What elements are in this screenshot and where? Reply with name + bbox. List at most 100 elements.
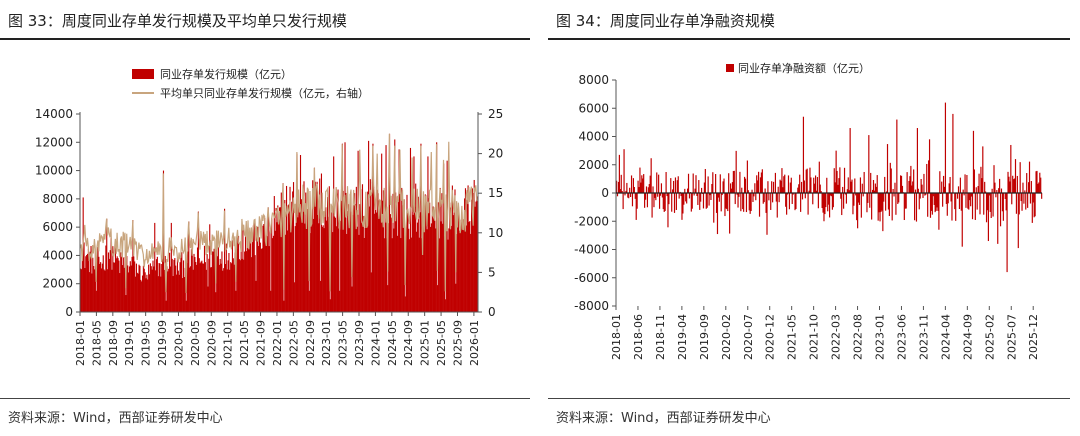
net-financing-bar — [661, 193, 663, 198]
issuance-bar — [83, 242, 85, 312]
issuance-bar — [320, 280, 322, 312]
issuance-bar — [280, 192, 282, 312]
issuance-bar — [378, 200, 380, 312]
issuance-bar — [177, 270, 179, 312]
issuance-bar — [285, 234, 287, 312]
issuance-bar — [188, 221, 190, 312]
net-financing-bars — [616, 102, 1043, 273]
x-tick-label: 2020-09 — [205, 320, 218, 366]
issuance-bar — [258, 245, 260, 312]
issuance-bar — [391, 238, 393, 312]
issuance-bar — [270, 290, 272, 312]
issuance-bar — [356, 226, 358, 312]
issuance-bar — [245, 251, 247, 312]
net-financing-bar — [1027, 182, 1030, 193]
issuance-bar — [86, 254, 88, 312]
issuance-bar — [190, 249, 192, 312]
net-financing-bar — [1031, 193, 1033, 223]
issuance-bar — [257, 226, 259, 312]
issuance-bar — [473, 179, 475, 312]
net-financing-bar — [656, 172, 658, 193]
x-tick-label: 2019-05 — [140, 320, 153, 366]
issuance-bar — [472, 193, 474, 312]
issuance-bar — [285, 185, 288, 312]
issuance-bar — [459, 229, 461, 312]
net-financing-bar — [927, 193, 929, 217]
net-financing-bar — [833, 168, 835, 193]
issuance-bar — [84, 267, 86, 312]
issuance-bar — [399, 193, 401, 312]
issuance-bar — [156, 256, 158, 312]
issuance-bar — [134, 276, 137, 312]
net-financing-bar — [856, 193, 858, 221]
net-financing-bar — [683, 193, 685, 205]
net-financing-bar — [668, 193, 670, 205]
net-financing-bar — [972, 130, 975, 193]
net-financing-bar — [712, 172, 714, 193]
issuance-bar — [446, 160, 448, 312]
issuance-bar — [409, 239, 411, 312]
issuance-bar — [219, 258, 221, 312]
net-financing-bar — [924, 193, 926, 196]
issuance-bar — [181, 252, 183, 312]
net-financing-bar — [885, 191, 888, 193]
net-financing-bar — [839, 167, 841, 193]
right-y-tick-label: 10 — [488, 226, 503, 240]
net-financing-bar — [887, 193, 890, 210]
net-financing-bar — [681, 193, 683, 220]
issuance-bar — [255, 280, 257, 312]
net-financing-bar — [803, 180, 805, 193]
net-financing-bar — [871, 189, 874, 193]
issuance-bar — [448, 228, 450, 312]
issuance-bar — [434, 217, 436, 312]
issuance-bar — [451, 185, 453, 312]
net-financing-bar — [747, 190, 749, 193]
issuance-bar — [235, 290, 237, 312]
net-financing-bar — [945, 193, 947, 204]
issuance-bar — [114, 244, 117, 312]
issuance-bar — [80, 268, 82, 312]
legend-label-issuance: 同业存单发行规模（亿元） — [160, 67, 292, 81]
net-financing-bar — [840, 193, 842, 199]
issuance-bar — [296, 153, 298, 312]
issuance-bar — [335, 226, 337, 312]
net-financing-bar — [892, 188, 894, 193]
net-financing-bar — [783, 176, 785, 193]
net-financing-bar — [955, 193, 957, 221]
issuance-bar — [304, 223, 306, 312]
net-financing-bar — [657, 193, 659, 197]
net-financing-bar — [947, 193, 949, 204]
issuance-bar — [159, 263, 161, 312]
issuance-bar — [169, 252, 171, 312]
issuance-bar — [160, 276, 162, 312]
issuance-bar — [185, 300, 187, 312]
net-financing-bar — [871, 193, 873, 220]
issuance-bar — [422, 249, 424, 312]
net-financing-bar — [756, 175, 758, 193]
issuance-bar — [315, 186, 317, 312]
issuance-bar — [358, 234, 360, 312]
issuance-bar — [212, 251, 214, 312]
net-financing-bar — [815, 190, 818, 193]
net-financing-bar — [1013, 178, 1016, 193]
issuance-bar — [457, 206, 460, 312]
issuance-bar — [426, 229, 428, 312]
issuance-bar — [452, 215, 454, 312]
net-financing-bar — [1037, 183, 1039, 193]
y-tick-label: 4000 — [578, 130, 609, 144]
issuance-bar — [141, 281, 143, 312]
net-financing-bar — [875, 186, 877, 193]
net-financing-bar — [685, 193, 687, 202]
issuance-bar — [465, 225, 467, 312]
net-financing-bar — [962, 189, 964, 193]
issuance-bar — [441, 193, 443, 312]
issuance-bar — [360, 189, 362, 312]
issuance-bar — [407, 213, 409, 312]
issuance-bar — [438, 238, 440, 312]
issuance-bar — [161, 264, 163, 312]
issuance-bar — [109, 250, 111, 312]
issuance-bar — [168, 268, 170, 312]
issuance-bar — [321, 226, 323, 312]
issuance-bar — [152, 260, 154, 312]
issuance-bar — [127, 265, 129, 312]
